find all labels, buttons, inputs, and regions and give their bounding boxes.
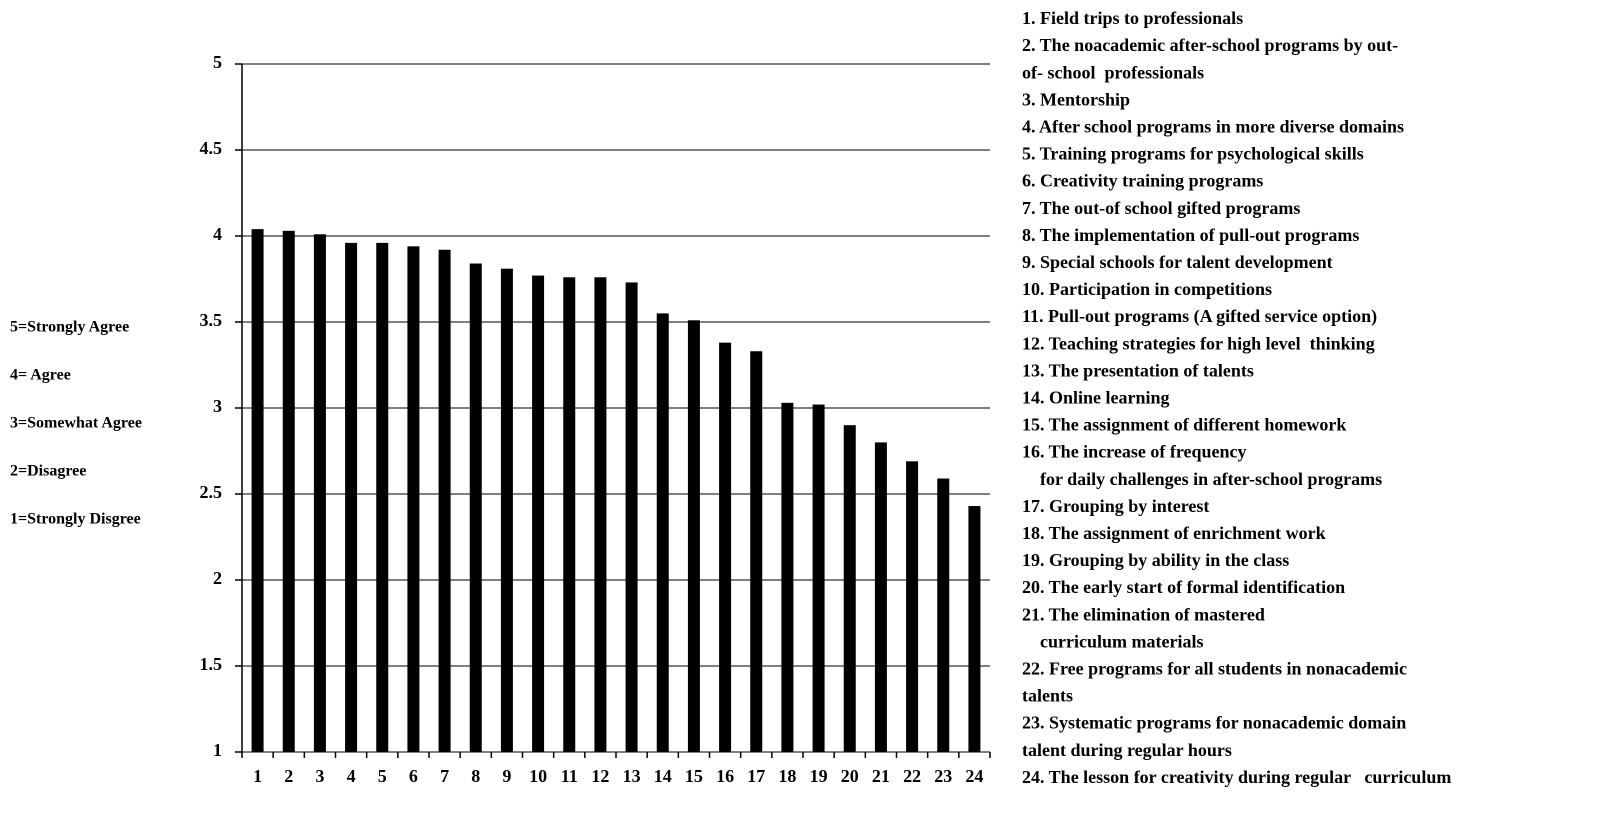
x-tick-label: 15 xyxy=(685,766,703,786)
bar xyxy=(687,320,700,752)
bar xyxy=(625,282,638,752)
x-tick-label: 19 xyxy=(810,766,828,786)
item-label: 15. The assignment of different homework xyxy=(1022,415,1346,435)
item-label: 1. Field trips to professionals xyxy=(1022,8,1243,28)
item-label: 16. The increase of frequency xyxy=(1022,442,1246,462)
bar xyxy=(469,263,482,752)
item-label: 7. The out-of school gifted programs xyxy=(1022,198,1300,218)
item-label: curriculum materials xyxy=(1022,631,1203,651)
x-tick-label: 6 xyxy=(409,766,418,786)
x-tick-label: 22 xyxy=(903,766,921,786)
bar xyxy=(407,246,420,752)
scale-key: 2=Disagree xyxy=(10,463,86,480)
bar xyxy=(656,313,669,752)
x-tick-label: 13 xyxy=(623,766,641,786)
item-label: for daily challenges in after-school pro… xyxy=(1022,469,1382,489)
bar xyxy=(500,268,513,752)
item-label: 24. The lesson for creativity during reg… xyxy=(1022,767,1451,787)
x-tick-label: 23 xyxy=(934,766,952,786)
bar xyxy=(345,242,358,752)
item-label: 6. Creativity training programs xyxy=(1022,171,1263,191)
x-tick-label: 21 xyxy=(872,766,890,786)
item-label: 10. Participation in competitions xyxy=(1022,279,1272,299)
item-label: 17. Grouping by interest xyxy=(1022,496,1209,516)
y-tick-label: 3.5 xyxy=(200,310,223,330)
x-tick-label: 2 xyxy=(284,766,293,786)
item-label: 3. Mentorship xyxy=(1022,89,1130,109)
bar xyxy=(438,249,451,752)
bar xyxy=(563,277,576,752)
y-tick-label: 1.5 xyxy=(200,654,223,674)
bar xyxy=(376,242,389,752)
y-tick-label: 2 xyxy=(213,568,222,588)
bar xyxy=(719,342,732,752)
item-label: 5. Training programs for psychological s… xyxy=(1022,144,1364,164)
x-tick-label: 1 xyxy=(253,766,262,786)
scale-key: 1=Strongly Disgree xyxy=(10,511,141,528)
x-tick-label: 10 xyxy=(529,766,547,786)
item-label: 12. Teaching strategies for high level t… xyxy=(1022,333,1375,353)
x-tick-label: 4 xyxy=(347,766,356,786)
bar xyxy=(906,461,919,752)
bar xyxy=(968,506,981,752)
x-tick-label: 11 xyxy=(561,766,578,786)
item-label: of- school professionals xyxy=(1022,62,1204,82)
item-label: 20. The early start of formal identifica… xyxy=(1022,577,1345,597)
y-tick-label: 4 xyxy=(213,224,222,244)
item-label: 23. Systematic programs for nonacademic … xyxy=(1022,713,1406,733)
bar xyxy=(937,478,950,752)
x-tick-label: 24 xyxy=(965,766,983,786)
x-tick-label: 20 xyxy=(841,766,859,786)
bar xyxy=(843,425,856,752)
bar xyxy=(594,277,607,752)
x-tick-label: 12 xyxy=(591,766,609,786)
bar xyxy=(282,230,295,753)
scale-key: 3=Somewhat Agree xyxy=(10,415,142,432)
x-tick-label: 14 xyxy=(654,766,672,786)
item-label: 18. The assignment of enrichment work xyxy=(1022,523,1326,543)
x-tick-label: 18 xyxy=(778,766,796,786)
scale-key: 5=Strongly Agree xyxy=(10,319,129,336)
bar xyxy=(750,351,763,752)
x-tick-label: 17 xyxy=(747,766,765,786)
y-tick-label: 2.5 xyxy=(200,482,223,502)
scale-key: 4= Agree xyxy=(10,367,71,384)
item-label: 11. Pull-out programs (A gifted service … xyxy=(1022,306,1377,327)
item-label: 22. Free programs for all students in no… xyxy=(1022,659,1407,679)
item-label: 2. The noacademic after-school programs … xyxy=(1022,35,1398,55)
x-tick-label: 9 xyxy=(502,766,511,786)
item-label: 21. The elimination of mastered xyxy=(1022,604,1265,624)
x-tick-label: 3 xyxy=(315,766,324,786)
bar xyxy=(251,229,264,752)
bar xyxy=(812,404,825,752)
item-label: 13. The presentation of talents xyxy=(1022,360,1254,380)
x-tick-label: 16 xyxy=(716,766,734,786)
item-label: talent during regular hours xyxy=(1022,740,1232,760)
item-label: 9. Special schools for talent developmen… xyxy=(1022,252,1333,272)
bar xyxy=(781,402,794,752)
item-label: 19. Grouping by ability in the class xyxy=(1022,550,1289,570)
bar xyxy=(313,234,326,752)
bar xyxy=(532,275,545,752)
bar xyxy=(874,442,887,752)
item-label: 4. After school programs in more diverse… xyxy=(1022,117,1404,137)
x-tick-label: 7 xyxy=(440,766,449,786)
item-label: 8. The implementation of pull-out progra… xyxy=(1022,225,1359,245)
x-tick-label: 5 xyxy=(378,766,387,786)
y-tick-label: 4.5 xyxy=(200,138,223,158)
y-tick-label: 5 xyxy=(213,52,222,72)
y-tick-label: 1 xyxy=(213,740,222,760)
y-tick-label: 3 xyxy=(213,396,222,416)
item-label: talents xyxy=(1022,686,1073,706)
x-tick-label: 8 xyxy=(471,766,480,786)
item-label: 14. Online learning xyxy=(1022,388,1170,408)
